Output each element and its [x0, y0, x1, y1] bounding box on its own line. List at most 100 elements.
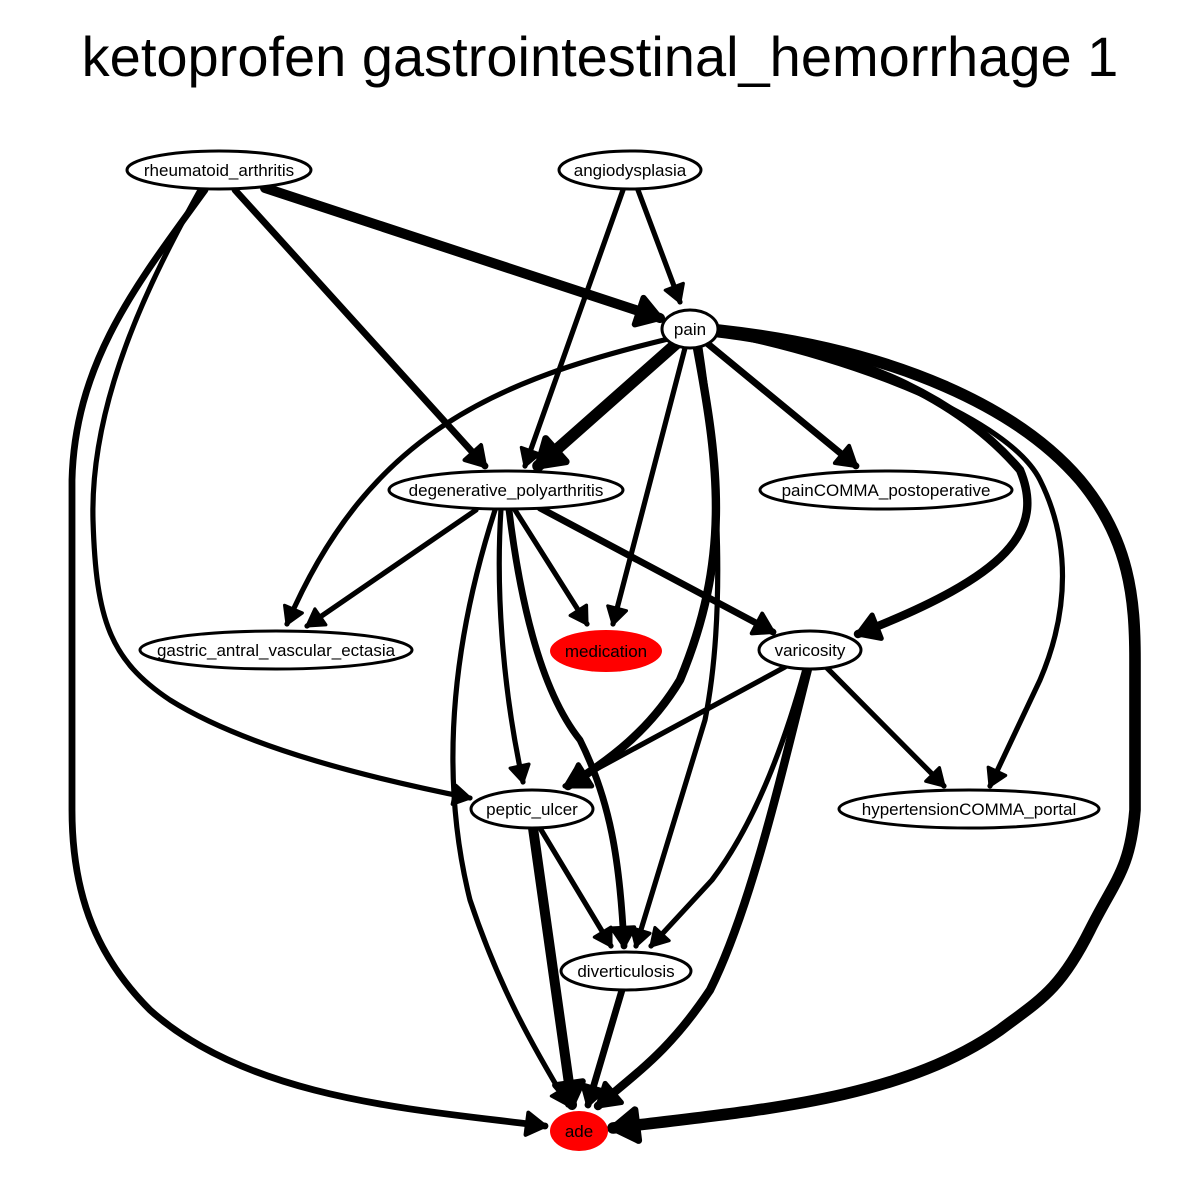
- node-angiodysplasia-shape: [557, 149, 703, 191]
- node-degenerative-polyarthritis-shape: [387, 469, 625, 511]
- node-degenerative-polyarthritis: degenerative_polyarthritis: [387, 469, 625, 511]
- node-hypertensioncomma-portal: hypertensionCOMMA_portal: [837, 788, 1101, 830]
- node-medication: medication: [550, 630, 662, 672]
- edge-angiodysplasia-to-degenerative-polyarthritis-line: [522, 187, 626, 469]
- edge-pain-to-varicosity-arrowhead: [855, 612, 884, 641]
- edge-rheumatoid-arthritis-to-degenerative-polyarthritis: [231, 186, 489, 470]
- edge-rheumatoid-arthritis-to-ade-line: [68, 186, 549, 1130]
- node-rheumatoid-arthritis-shape: [125, 149, 313, 191]
- edge-peptic-ulcer-to-diverticulosis-line: [537, 825, 614, 949]
- node-diverticulosis-shape: [559, 950, 693, 992]
- edge-pain-to-hypertensioncomma-portal: [713, 329, 1065, 789]
- node-pain-label: pain: [674, 320, 706, 339]
- node-ade-shape: [550, 1111, 608, 1151]
- edge-varicosity-to-ade-line: [593, 664, 813, 1111]
- edge-diverticulosis-to-ade-arrowhead: [580, 1082, 606, 1108]
- node-ade: ade: [550, 1111, 608, 1151]
- edge-rheumatoid-arthritis-to-pain-arrowhead: [631, 294, 663, 328]
- edge-pain-to-ade-arrowhead: [609, 1106, 643, 1144]
- node-varicosity-shape: [757, 629, 863, 671]
- edge-pain-to-medication: [606, 345, 688, 627]
- edge-pain-to-ade: [607, 324, 1141, 1144]
- edge-angiodysplasia-to-degenerative-polyarthritis: [519, 187, 626, 469]
- edge-angiodysplasia-to-pain-arrowhead: [663, 281, 685, 304]
- edge-rheumatoid-arthritis-to-pain: [260, 183, 665, 328]
- edge-degenerative-polyarthritis-to-diverticulosis-arrowhead: [609, 925, 637, 949]
- edge-pain-to-diverticulosis-line: [633, 345, 721, 949]
- edge-pain-to-degenerative-polyarthritis-arrowhead: [534, 435, 570, 470]
- node-degenerative-polyarthritis-label: degenerative_polyarthritis: [409, 481, 604, 500]
- node-angiodysplasia: angiodysplasia: [557, 149, 703, 191]
- node-gastric-antral-vascular-ectasia: gastric_antral_vascular_ectasia: [138, 629, 414, 671]
- edge-varicosity-to-diverticulosis: [648, 666, 808, 949]
- edge-degenerative-polyarthritis-to-gastric-antral-vascular-ectasia: [304, 507, 479, 629]
- node-ade-label: ade: [565, 1122, 593, 1141]
- edge-pain-to-medication-line: [610, 345, 688, 627]
- edge-pain-to-diverticulosis-arrowhead: [629, 926, 652, 948]
- edge-degenerative-polyarthritis-to-ade-line: [450, 507, 571, 1108]
- edge-varicosity-to-hypertensioncomma-portal-line: [824, 665, 947, 789]
- edge-varicosity-to-diverticulosis-arrowhead: [649, 925, 671, 948]
- edge-angiodysplasia-to-pain: [635, 187, 685, 305]
- edge-rheumatoid-arthritis-to-degenerative-polyarthritis-line: [231, 186, 489, 470]
- edge-degenerative-polyarthritis-to-varicosity: [536, 504, 777, 636]
- node-varicosity-label: varicosity: [775, 641, 846, 660]
- edge-pain-to-hypertensioncomma-portal-arrowhead: [986, 765, 1008, 788]
- edge-degenerative-polyarthritis-to-gastric-antral-vascular-ectasia-line: [304, 507, 479, 629]
- edge-varicosity-to-hypertensioncomma-portal: [824, 665, 947, 789]
- edge-pain-to-gastric-antral-vascular-ectasia: [283, 336, 671, 627]
- edge-rheumatoid-arthritis-to-degenerative-polyarthritis-arrowhead: [462, 443, 488, 469]
- edge-rheumatoid-arthritis-to-pain-line: [260, 183, 665, 323]
- edge-degenerative-polyarthritis-to-peptic-ulcer-line: [496, 506, 526, 785]
- edge-peptic-ulcer-to-diverticulosis: [537, 825, 614, 949]
- diagram-title: ketoprofen gastrointestinal_hemorrhage 1: [81, 25, 1119, 88]
- node-medication-label: medication: [565, 642, 647, 661]
- node-gastric-antral-vascular-ectasia-shape: [138, 629, 414, 671]
- edge-angiodysplasia-to-pain-line: [635, 187, 683, 305]
- node-rheumatoid-arthritis: rheumatoid_arthritis: [125, 149, 313, 191]
- edge-degenerative-polyarthritis-to-gastric-antral-vascular-ectasia-arrowhead: [305, 607, 328, 628]
- node-paincomma-postoperative-label: painCOMMA_postoperative: [782, 481, 991, 500]
- node-pain-shape: [660, 308, 720, 350]
- edge-peptic-ulcer-to-ade: [528, 823, 586, 1110]
- edge-rheumatoid-arthritis-to-ade-arrowhead: [523, 1110, 548, 1137]
- edge-pain-to-diverticulosis: [629, 345, 721, 949]
- edge-degenerative-polyarthritis-to-medication: [512, 507, 590, 627]
- edge-diverticulosis-to-ade: [580, 986, 626, 1109]
- edge-degenerative-polyarthritis-to-diverticulosis-line: [505, 506, 628, 950]
- edge-varicosity-to-peptic-ulcer: [562, 664, 788, 789]
- edge-peptic-ulcer-to-diverticulosis-arrowhead: [592, 925, 613, 948]
- edge-pain-to-gastric-antral-vascular-ectasia-line: [284, 336, 671, 627]
- node-diverticulosis-label: diverticulosis: [577, 962, 674, 981]
- node-hypertensioncomma-portal-shape: [837, 788, 1101, 830]
- edge-degenerative-polyarthritis-to-peptic-ulcer-arrowhead: [508, 762, 531, 784]
- edge-pain-to-hypertensioncomma-portal-line: [713, 329, 1065, 789]
- edge-pain-to-degenerative-polyarthritis: [532, 337, 683, 472]
- edge-pain-to-degenerative-polyarthritis-line: [532, 337, 683, 472]
- node-peptic-ulcer: peptic_ulcer: [469, 788, 595, 830]
- node-medication-shape: [550, 630, 662, 672]
- edge-pain-to-paincomma-postoperative-arrowhead: [832, 443, 859, 469]
- edge-pain-to-ade-line: [607, 324, 1141, 1134]
- node-hypertensioncomma-portal-label: hypertensionCOMMA_portal: [862, 800, 1076, 819]
- node-angiodysplasia-label: angiodysplasia: [574, 161, 687, 180]
- edge-rheumatoid-arthritis-to-peptic-ulcer-line: [90, 187, 473, 801]
- edge-degenerative-polyarthritis-to-varicosity-arrowhead: [749, 611, 776, 636]
- node-diverticulosis: diverticulosis: [559, 950, 693, 992]
- edge-degenerative-polyarthritis-to-medication-arrowhead: [568, 603, 589, 626]
- edge-pain-to-varicosity-line: [710, 328, 1032, 639]
- edges-layer: [68, 183, 1141, 1144]
- edge-peptic-ulcer-to-ade-arrowhead: [552, 1078, 586, 1108]
- edge-pain-to-paincomma-postoperative-line: [704, 340, 860, 470]
- node-paincomma-postoperative-shape: [758, 469, 1014, 511]
- nodes-layer: rheumatoid_arthritis angiodysplasia pain de…: [125, 149, 1101, 1151]
- node-paincomma-postoperative: painCOMMA_postoperative: [758, 469, 1014, 511]
- node-peptic-ulcer-shape: [469, 788, 595, 830]
- node-varicosity: varicosity: [757, 629, 863, 671]
- edge-pain-to-medication-arrowhead: [606, 604, 629, 626]
- edge-degenerative-polyarthritis-to-varicosity-line: [536, 504, 777, 636]
- edge-pain-to-varicosity: [710, 328, 1032, 641]
- edge-varicosity-to-diverticulosis-line: [648, 666, 808, 949]
- edge-degenerative-polyarthritis-to-diverticulosis: [505, 506, 637, 950]
